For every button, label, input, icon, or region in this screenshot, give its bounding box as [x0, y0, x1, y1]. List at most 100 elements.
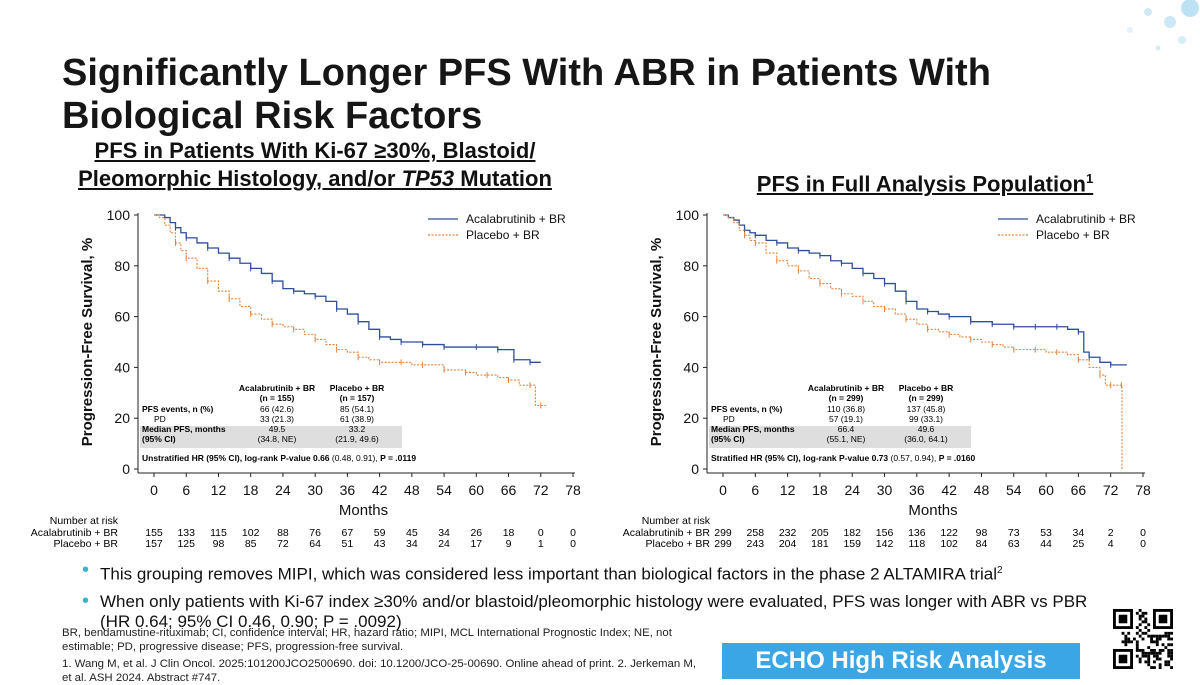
qr-module	[1158, 663, 1162, 667]
table-cell: 66.4	[838, 424, 855, 434]
risk-count: 1	[538, 538, 544, 550]
risk-count: 157	[145, 538, 163, 550]
qr-module	[1135, 646, 1139, 649]
table-median-highlight	[709, 426, 971, 448]
qr-module	[1167, 649, 1171, 652]
y-tick-label: 40	[114, 359, 130, 375]
qr-module	[1135, 649, 1139, 652]
x-tick-label: 30	[877, 482, 893, 498]
table-cell: 61 (38.9)	[340, 414, 374, 424]
qr-module	[1141, 611, 1145, 615]
table-col1-header: Acalabrutinib + BR	[239, 383, 315, 393]
table-cell: (34.8, NE)	[258, 434, 297, 444]
hr-p: P = .0160	[939, 453, 976, 463]
x-tick-label: 36	[909, 482, 925, 498]
qr-module	[1158, 637, 1162, 641]
hazard-ratio-text: Unstratified HR (95% CI), log-rank P-val…	[142, 453, 416, 463]
qr-module	[1170, 649, 1173, 652]
qr-module	[1170, 666, 1173, 669]
table-cell: 66 (42.6)	[260, 404, 294, 414]
qr-module	[1141, 620, 1145, 624]
qr-module	[1153, 651, 1156, 655]
risk-count: 17	[470, 538, 482, 550]
qr-module	[1167, 643, 1171, 647]
risk-count: 34	[438, 527, 450, 539]
x-tick-label: 36	[340, 482, 356, 498]
risk-count: 88	[277, 527, 289, 539]
qr-module	[1164, 660, 1168, 664]
table-col2-header: Placebo + BR	[330, 383, 385, 393]
risk-row-label: Acalabrutinib + BR	[31, 527, 119, 539]
qr-module	[1138, 614, 1142, 618]
y-tick-label: 100	[676, 207, 700, 223]
qr-module	[1161, 649, 1165, 652]
qr-module	[1127, 637, 1131, 641]
table-row-label: (95% CI)	[142, 434, 176, 444]
table-col2-n: (n = 157)	[340, 393, 375, 403]
legend-label: Placebo + BR	[1036, 228, 1110, 242]
decorative-bubbles	[1127, 0, 1199, 51]
echo-banner: ECHO High Risk Analysis	[722, 643, 1080, 679]
left-subtitle-line2a: Pleomorphic Histology, and/or	[78, 166, 402, 191]
left-chart-subtitle: PFS in Patients With Ki-67 ≥30%, Blastoi…	[55, 137, 575, 193]
qr-module	[1121, 631, 1125, 635]
risk-row-label: Placebo + BR	[646, 538, 711, 550]
legend-label: Acalabrutinib + BR	[466, 212, 566, 226]
table-row-label: PFS events, n (%)	[711, 404, 782, 414]
left-subtitle-line2c: Mutation	[454, 166, 552, 191]
qr-module	[1164, 631, 1168, 635]
x-tick-label: 0	[150, 482, 158, 498]
risk-count: 53	[1040, 527, 1052, 539]
qr-module	[1150, 651, 1153, 655]
table-cell: (21.9, 49.6)	[335, 434, 379, 444]
qr-module	[1121, 640, 1125, 644]
risk-count: 136	[908, 527, 926, 539]
qr-module	[1135, 643, 1139, 647]
risk-count: 9	[506, 538, 512, 550]
y-axis-label: Progression-Free Survival, %	[648, 238, 665, 446]
risk-count: 182	[843, 527, 861, 539]
qr-module	[1144, 626, 1148, 629]
left-subtitle-line1: PFS in Patients With Ki-67 ≥30%, Blastoi…	[94, 138, 536, 163]
qr-module	[1144, 631, 1148, 635]
qr-module	[1144, 651, 1148, 655]
qr-module	[1155, 634, 1159, 638]
risk-count: 102	[940, 538, 958, 550]
bullet-item: This grouping removes MIPI, which was co…	[82, 560, 1122, 585]
table-row-label: PD	[154, 414, 166, 424]
risk-count: 45	[406, 527, 418, 539]
qr-module	[1170, 637, 1173, 641]
risk-count: 24	[438, 538, 450, 550]
legend-label: Placebo + BR	[466, 228, 540, 242]
risk-count: 115	[210, 527, 227, 539]
right-subtitle-text: PFS in Full Analysis Population	[756, 171, 1086, 197]
qr-module	[1153, 654, 1156, 658]
qr-module	[1130, 640, 1133, 644]
risk-count: 25	[1073, 538, 1085, 550]
risk-count: 243	[747, 538, 765, 550]
x-tick-label: 12	[780, 482, 796, 498]
x-tick-label: 66	[1071, 482, 1087, 498]
qr-code-icon[interactable]	[1113, 609, 1173, 669]
qr-module	[1147, 660, 1151, 664]
qr-module	[1167, 637, 1171, 641]
x-tick-label: 78	[1135, 482, 1151, 498]
hr-value: 0.73	[872, 453, 891, 463]
qr-module	[1138, 609, 1142, 612]
qr-module	[1158, 651, 1162, 655]
qr-module	[1153, 649, 1156, 652]
qr-module	[1141, 637, 1145, 641]
table-col2-header: Placebo + BR	[899, 383, 954, 393]
risk-count: 181	[811, 538, 829, 550]
bullet-item: When only patients with Ki-67 index ≥30%…	[82, 591, 1122, 632]
x-tick-label: 6	[751, 482, 759, 498]
risk-count: 0	[1140, 527, 1146, 539]
x-tick-label: 30	[307, 482, 323, 498]
table-cell: 49.6	[918, 424, 935, 434]
qr-module	[1155, 643, 1159, 647]
qr-module	[1164, 634, 1168, 638]
x-tick-label: 24	[275, 482, 291, 498]
qr-module	[1153, 666, 1156, 669]
qr-module	[1124, 637, 1128, 641]
risk-count: 204	[779, 538, 797, 550]
